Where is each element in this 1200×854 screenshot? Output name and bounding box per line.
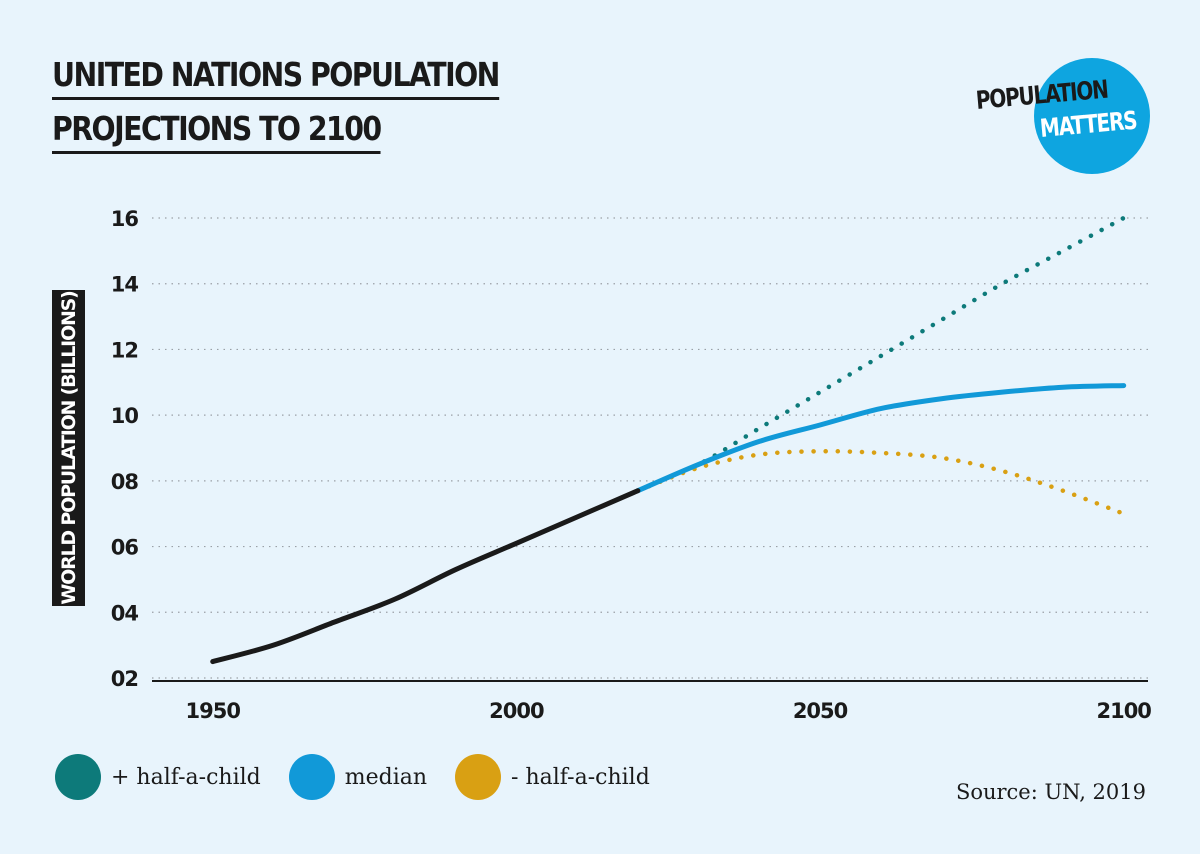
- legend-item-low: - half-a-child: [455, 754, 650, 800]
- series-line-historical: [210, 488, 641, 665]
- series-line-half-a-child: [635, 448, 1126, 516]
- chart-title: UNITED NATIONS POPULATION PROJECTIONS TO…: [52, 52, 500, 160]
- y-tick-08: 08: [111, 470, 139, 494]
- title-line-2: PROJECTIONS TO 2100: [52, 106, 382, 154]
- x-tick-1950: 1950: [186, 699, 241, 723]
- y-tick-14: 14: [111, 273, 139, 297]
- legend-label-high: + half-a-child: [111, 764, 261, 790]
- legend-label-low: - half-a-child: [511, 764, 650, 790]
- x-tick-2100: 2100: [1096, 699, 1151, 723]
- y-tick-02: 02: [111, 667, 138, 691]
- source-note: Source: UN, 2019: [955, 780, 1146, 804]
- population-matters-logo: POPULATION MATTERS: [975, 58, 1150, 174]
- legend: + half-a-child median - half-a-child: [55, 754, 678, 800]
- y-tick-06: 06: [111, 536, 139, 560]
- legend-swatch-high: [55, 754, 101, 800]
- y-tick-16: 16: [111, 207, 139, 231]
- legend-swatch-low: [455, 754, 502, 800]
- legend-swatch-median: [288, 754, 335, 800]
- x-tick-2050: 2050: [793, 699, 848, 723]
- x-tick-2000: 2000: [489, 699, 544, 723]
- y-tick-12: 12: [111, 338, 138, 362]
- series-line-median: [635, 383, 1127, 494]
- series-line-half-a-child: [635, 215, 1126, 493]
- legend-label-median: median: [344, 764, 428, 790]
- legend-item-high: + half-a-child: [55, 754, 261, 800]
- y-axis-label-box: WORLD POPULATION (BILLIONS): [52, 290, 85, 606]
- legend-item-median: median: [288, 754, 428, 800]
- title-line-1: UNITED NATIONS POPULATION: [52, 52, 500, 100]
- y-tick-04: 04: [111, 601, 139, 625]
- y-tick-10: 10: [111, 404, 139, 428]
